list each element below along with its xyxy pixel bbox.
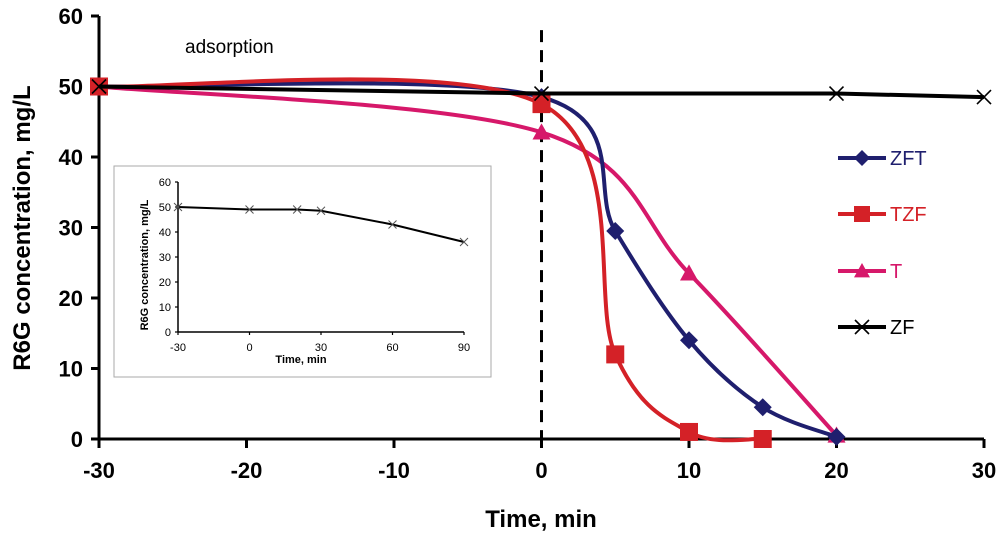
series-zf — [91, 78, 992, 105]
data-point-zf — [91, 78, 107, 95]
data-point-t — [532, 123, 551, 140]
legend-marker-t — [854, 263, 870, 278]
inset-y-tick-label: 10 — [159, 302, 171, 314]
data-point-zft — [827, 427, 846, 446]
data-point-zf — [976, 89, 992, 105]
y-tick-label: 10 — [59, 357, 83, 382]
data-point-tzf — [753, 430, 772, 448]
y-tick-label: 20 — [59, 286, 83, 311]
legend-item-t: T — [838, 261, 902, 283]
y-tick-label: 30 — [59, 216, 83, 241]
inset-x-tick-label: 0 — [246, 342, 252, 354]
inset-x-tick-label: -30 — [170, 342, 186, 354]
inset-data-point-zf — [173, 202, 183, 212]
inset-y-tick-label: 60 — [159, 177, 171, 189]
y-tick-label: 60 — [59, 4, 83, 29]
data-point-zf — [533, 85, 550, 102]
inset-y-tick-label: 0 — [165, 327, 171, 339]
y-tick-label: 0 — [71, 427, 83, 452]
legend-marker-tzf — [854, 206, 870, 222]
x-tick-label: 0 — [535, 458, 547, 483]
data-point-zft — [753, 398, 772, 417]
legend-label: TZF — [890, 204, 927, 226]
inset-y-tick-label: 40 — [159, 227, 171, 239]
inset-y-tick-label: 50 — [159, 202, 171, 214]
inset-data-point-zf — [388, 220, 397, 229]
data-point-tzf — [680, 422, 698, 441]
inset-data-point-zf — [459, 237, 469, 247]
x-tick-label: -20 — [231, 458, 263, 483]
main-axes: 0 10 20 30 40 50 60 -30 -20 -10 0 10 20 30 — [59, 4, 997, 483]
inset-x-tick-label: 90 — [458, 342, 470, 354]
data-point-tzf — [532, 95, 551, 114]
inset-x-tick-label: 60 — [386, 342, 398, 354]
inset-frame — [113, 165, 492, 378]
legend-item-tzf: TZF — [838, 204, 927, 226]
data-point-tzf — [606, 345, 625, 364]
y-axis-title: R6G concentration, mg/L — [9, 85, 36, 370]
legend-marker-zf — [854, 319, 870, 335]
series-line-zf — [98, 84, 985, 100]
data-point-zft — [680, 331, 698, 350]
inset-y-axis-title: R6G concentration, mg/L — [139, 199, 151, 330]
data-point-zf — [828, 85, 845, 102]
inset-x-axis-title: Time, min — [275, 354, 326, 366]
inset-data-point-zf — [316, 206, 326, 216]
inset-chart: 0 10 20 30 40 50 60 -30 0 30 60 90 Time, min R6G conc… — [113, 165, 492, 378]
x-tick-label: 30 — [972, 458, 996, 483]
y-tick-label: 40 — [59, 145, 83, 170]
inset-y-tick-label: 30 — [159, 252, 171, 264]
main-series — [90, 77, 992, 448]
data-point-zft — [606, 222, 625, 241]
inset-data-point-zf — [292, 205, 302, 214]
y-tick-label: 50 — [59, 75, 83, 100]
legend-label: ZF — [890, 317, 914, 339]
inset-y-tick-label: 20 — [159, 277, 171, 289]
data-point-t — [680, 264, 698, 281]
legend-label: ZFT — [890, 148, 927, 170]
x-tick-label: -30 — [83, 458, 115, 483]
annotation-adsorption: adsorption — [185, 37, 274, 58]
x-axis-title: Time, min — [485, 506, 597, 533]
x-tick-label: 20 — [824, 458, 848, 483]
legend-item-zft: ZFT — [838, 148, 927, 170]
inset-series-line-zf — [177, 206, 465, 243]
inset-x-tick-label: 30 — [315, 342, 327, 354]
inset-data-point-zf — [245, 205, 254, 214]
legend-item-zf: ZF — [838, 317, 914, 339]
legend-marker-zft — [854, 150, 870, 166]
legend-label: T — [890, 261, 902, 283]
x-tick-label: -10 — [378, 458, 410, 483]
x-tick-label: 10 — [677, 458, 701, 483]
